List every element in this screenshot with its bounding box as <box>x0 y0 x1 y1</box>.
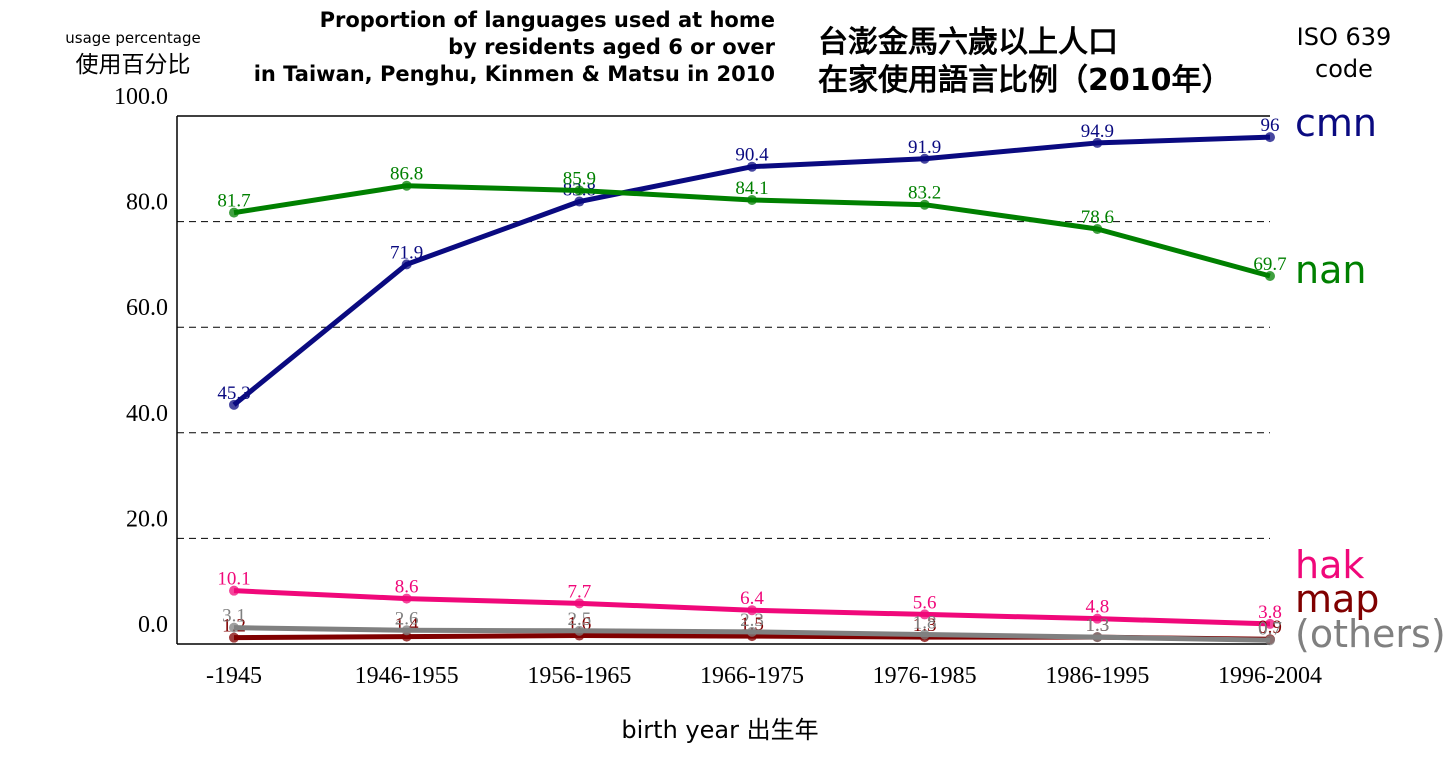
data-label: 1.8 <box>913 612 937 633</box>
data-point <box>747 161 757 172</box>
x-tick-label: 1946-1955 <box>355 663 459 689</box>
data-point <box>574 185 585 196</box>
data-point <box>401 593 412 604</box>
data-label: 0.9 <box>1258 617 1282 638</box>
x-tick-label: 1966-1975 <box>700 663 804 689</box>
data-label: 1.3 <box>913 615 937 636</box>
data-point <box>229 585 239 596</box>
legend-label: (others) <box>1295 612 1446 656</box>
data-label: 5.6 <box>913 592 937 613</box>
data-label: 8.6 <box>395 577 419 598</box>
data-label: 90.4 <box>735 145 769 166</box>
x-tick-label: 1996-2004 <box>1218 663 1322 689</box>
chart-title: in Taiwan, Penghu, Kinmen & Matsu in 201… <box>254 62 775 86</box>
chart-title-zh: 在家使用語言比例（2010年） <box>818 63 1232 98</box>
data-point <box>1092 613 1103 624</box>
data-point <box>919 199 930 210</box>
data-label: 94.9 <box>1081 121 1114 142</box>
legend-label: cmn <box>1295 101 1377 145</box>
data-label: 83.2 <box>908 183 941 204</box>
y-axis-label: 使用百分比 <box>76 52 191 78</box>
data-point <box>229 622 239 633</box>
legend-label: nan <box>1295 248 1366 292</box>
y-tick-label: 40.0 <box>126 401 168 427</box>
data-point <box>1265 635 1275 646</box>
data-point <box>1265 618 1275 629</box>
data-label: 96 <box>1261 115 1280 136</box>
data-point <box>1092 137 1103 148</box>
x-tick-label: 1986-1995 <box>1045 663 1149 689</box>
data-label: 2.3 <box>740 610 764 631</box>
data-point <box>919 153 930 164</box>
data-point <box>919 629 930 640</box>
data-label: 86.8 <box>390 164 423 185</box>
data-label: 45.3 <box>217 383 250 404</box>
data-point <box>747 194 757 205</box>
data-point <box>1092 223 1103 234</box>
data-label: 1.3 <box>1085 615 1109 636</box>
data-point <box>1265 132 1275 143</box>
data-label: 4.8 <box>1085 597 1109 618</box>
data-point <box>747 605 757 616</box>
data-label: 3.8 <box>1258 602 1282 623</box>
x-tick-label: 1956-1965 <box>527 663 631 689</box>
chart-title: Proportion of languages used at home <box>320 8 775 32</box>
y-tick-label: 100.0 <box>114 84 168 110</box>
data-point <box>574 196 585 207</box>
data-point <box>574 625 585 636</box>
data-label: 6.4 <box>740 588 764 609</box>
data-label: 10.1 <box>217 569 250 590</box>
data-point <box>229 207 239 218</box>
data-label: 1.3 <box>1085 615 1109 636</box>
data-label: 0.7 <box>1258 618 1282 639</box>
data-point <box>401 259 412 270</box>
data-label: 91.9 <box>908 137 941 158</box>
legend-label: hak <box>1295 543 1364 587</box>
data-point <box>229 632 239 643</box>
chart-title: by residents aged 6 or over <box>448 35 776 59</box>
data-point <box>401 625 412 636</box>
y-tick-label: 0.0 <box>138 612 168 638</box>
legend-title: code <box>1315 55 1373 83</box>
data-label: 3.1 <box>222 606 246 627</box>
data-point <box>574 598 585 609</box>
y-tick-label: 20.0 <box>126 506 168 532</box>
x-tick-label: -1945 <box>206 663 262 689</box>
y-tick-label: 60.0 <box>126 295 168 321</box>
data-point <box>401 180 412 191</box>
legend-title: ISO 639 <box>1297 23 1392 51</box>
data-label: 84.1 <box>735 178 768 199</box>
data-label: 81.7 <box>217 191 250 212</box>
data-label: 71.9 <box>390 242 423 263</box>
data-point <box>229 399 239 410</box>
y-tick-label: 80.0 <box>126 190 168 216</box>
chart-title-zh: 台澎金馬六歲以上人口 <box>818 25 1118 60</box>
data-label: 2.5 <box>567 609 591 630</box>
data-point <box>919 609 930 620</box>
x-tick-label: 1976-1985 <box>873 663 977 689</box>
data-point <box>1092 632 1103 643</box>
y-axis-label: usage percentage <box>65 29 200 47</box>
data-point <box>1265 270 1275 281</box>
data-point <box>747 626 757 637</box>
data-label: 69.7 <box>1253 254 1286 275</box>
data-label: 7.7 <box>567 581 591 602</box>
data-label: 78.6 <box>1081 207 1114 228</box>
x-axis-label: birth year 出生年 <box>621 716 818 744</box>
legend-label: map <box>1295 577 1379 621</box>
data-label: 85.9 <box>563 168 596 189</box>
data-label: 2.6 <box>395 608 419 629</box>
